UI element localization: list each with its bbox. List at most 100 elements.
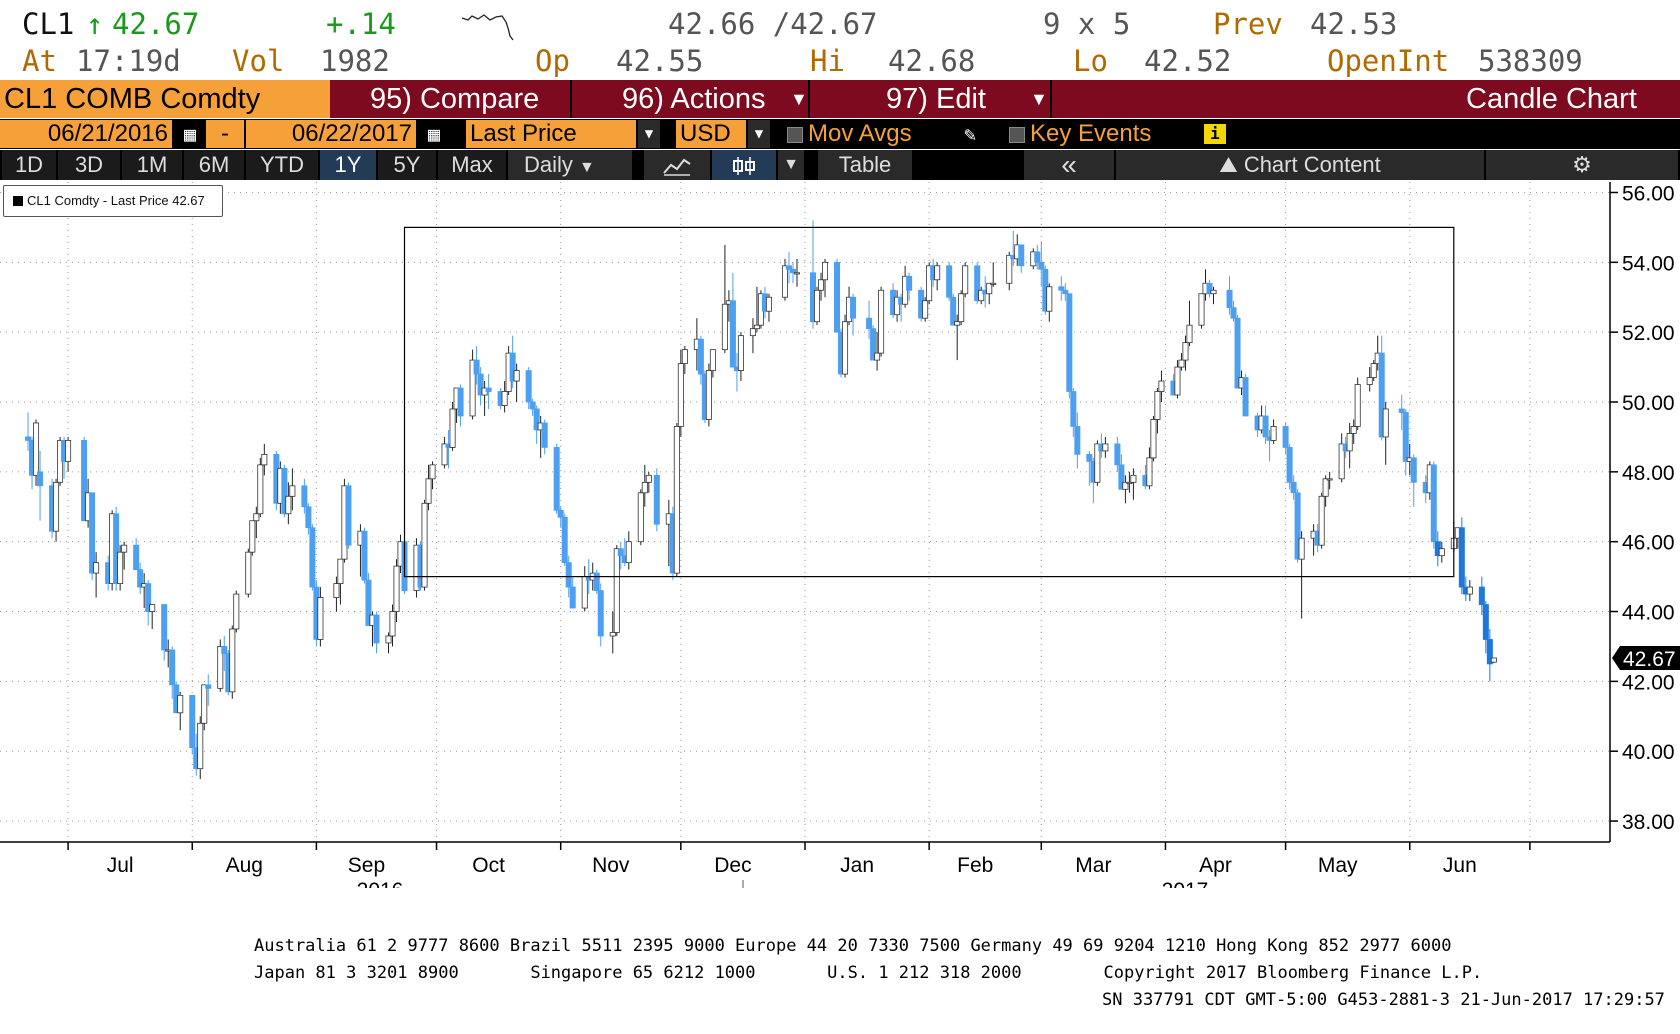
end-date-field[interactable]: 06/22/2017 [246,120,416,148]
key-events-label[interactable]: Key Events [1030,120,1152,147]
y-tick-label: 46.00 [1622,532,1675,555]
chart-legend[interactable]: CL1 Comdty - Last Price 42.67 [3,185,223,217]
calendar-icon[interactable]: ▦ [427,122,441,146]
candle-down [1118,464,1125,490]
edit-dropdown-icon[interactable]: ▼ [1030,89,1048,109]
candle-down [1294,492,1301,560]
periodicity-label: Daily [524,152,573,177]
compare-button[interactable]: 95) Compare [370,83,540,115]
candle-down [906,275,913,291]
x-month-label: Feb [957,854,993,877]
candle-down [1058,286,1065,291]
candle-down [870,328,877,361]
periodicity-dropdown-icon: ▼ [579,159,595,176]
chart-content-button[interactable]: ⛰ Chart Content [1116,150,1484,180]
candle-up [441,443,448,466]
candle-up [894,296,901,316]
candle-up [1370,363,1377,378]
candle-up [958,293,965,323]
candle-up [922,300,929,319]
calendar-icon[interactable]: ▦ [183,122,197,146]
security-field[interactable]: CL1 COMB Comdty [0,80,330,118]
mov-avgs-label[interactable]: Mov Avgs [808,120,912,147]
actions-button[interactable]: 96) Actions [622,83,766,115]
candle-up [1346,433,1353,452]
range-1y[interactable]: 1Y [320,150,376,180]
price-chart[interactable]: 38.00 40.00 42.00 44.00 46.00 48.00 50.00 52.00… [0,182,1680,888]
candle-down [37,471,44,487]
range-5y[interactable]: 5Y [378,150,436,180]
range-max[interactable]: Max [438,150,506,180]
candle-down [1402,412,1409,462]
y-tick-label: 38.00 [1622,811,1675,834]
candle-down [1458,527,1465,588]
candle-down [137,569,144,588]
candle-down [473,359,480,375]
high-label: Hi [810,44,845,78]
range-ytd[interactable]: YTD [246,150,318,180]
candle-up [1298,537,1305,560]
candle-up [637,492,644,543]
candle-down [509,352,516,382]
candle-chart-icon[interactable] [712,150,776,180]
candle-down [1018,244,1025,267]
table-button[interactable]: Table [818,150,912,180]
candle-up [793,272,800,275]
candle-up [425,478,432,504]
candle-down [365,579,372,626]
y-tick-label: 40.00 [1622,741,1675,764]
candle-down [950,296,957,326]
edit-button[interactable]: 97) Edit [886,83,986,115]
up-arrow-icon: ↑ [86,7,104,41]
candle-down [1282,426,1289,448]
candle-up [1006,254,1013,284]
range-1d[interactable]: 1D [2,150,56,180]
candle-down [529,401,536,410]
candle-down [565,562,572,588]
pencil-icon[interactable]: ✎ [963,122,977,146]
periodicity-select[interactable]: Daily ▼ [508,150,632,180]
chart-type-title: Candle Chart [1466,83,1637,115]
candle-up [285,495,292,515]
candle-up [245,551,252,595]
gear-icon[interactable]: ⚙ [1486,150,1678,180]
mov-avgs-checkbox[interactable] [787,127,803,143]
candle-up [1382,408,1389,438]
last-price-tag [1612,645,1680,670]
actions-dropdown-icon[interactable]: ▼ [790,89,808,109]
field-select[interactable]: Last Price [466,120,636,148]
open-label: Op [535,44,570,78]
field-dropdown-icon[interactable]: ▼ [638,120,660,148]
candle-down [485,387,492,392]
chart-style-dropdown-icon[interactable]: ▼ [778,150,804,180]
range-1m[interactable]: 1M [122,150,182,180]
candle-up [1210,289,1217,295]
candle-up [681,349,688,364]
candle-up [978,289,985,302]
candle-up [421,502,428,588]
candle-up [818,279,825,291]
range-6m[interactable]: 6M [184,150,244,180]
quote-time: 17:19d [76,44,181,78]
candle-down [597,590,604,637]
line-chart-icon[interactable] [644,150,710,180]
candle-up [385,635,392,644]
candle-up [233,593,240,630]
y-tick-label: 48.00 [1622,462,1675,485]
candle-up [121,544,128,553]
collapse-left-icon[interactable]: « [1024,150,1114,180]
legend-swatch [13,196,23,206]
candle-up [641,481,648,494]
y-tick-label: 56.00 [1622,182,1675,205]
currency-select[interactable]: USD [676,120,746,148]
range-3d[interactable]: 3D [58,150,120,180]
candle-up [253,513,260,522]
info-icon[interactable]: i [1204,124,1226,144]
start-date-field[interactable]: 06/21/2016 [0,120,172,148]
last-price-marker: 42.67 [1612,645,1680,671]
candle-up [501,391,508,406]
candle-down [1226,289,1233,309]
currency-dropdown-icon[interactable]: ▼ [748,120,770,148]
key-events-checkbox[interactable] [1009,127,1025,143]
candle-up [257,464,264,515]
